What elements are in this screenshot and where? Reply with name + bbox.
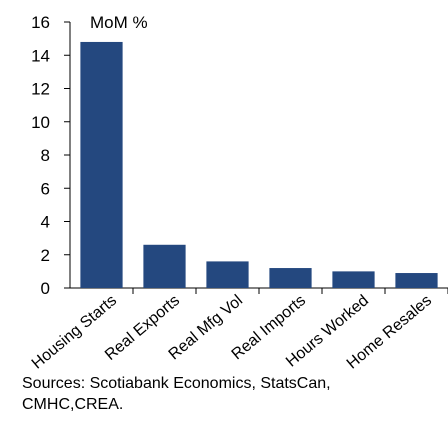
- unit-label: MoM %: [90, 13, 148, 32]
- y-tick-label: 4: [41, 213, 50, 232]
- y-tick-label: 16: [31, 13, 50, 32]
- bar: [80, 41, 123, 289]
- y-tick-label: 12: [31, 80, 50, 99]
- y-tick-label: 6: [41, 179, 50, 198]
- y-tick-label: 0: [41, 279, 50, 298]
- bar: [332, 271, 375, 288]
- bars: [80, 41, 438, 289]
- y-tick-label: 10: [31, 113, 50, 132]
- y-tick-label: 14: [31, 46, 50, 65]
- x-axis: [70, 287, 448, 294]
- source-note: Sources: Scotiabank Economics, StatsCan,…: [22, 375, 331, 413]
- bar: [143, 244, 186, 288]
- y-tick-label: 2: [41, 246, 50, 265]
- bar: [395, 273, 438, 288]
- x-tick-label: Housing Starts: [29, 292, 120, 372]
- y-axis: 0 2 4 6 8 10 12 14 16: [31, 13, 71, 298]
- y-tick-label: 8: [41, 146, 50, 165]
- bar: [206, 261, 249, 288]
- bar: [269, 268, 312, 288]
